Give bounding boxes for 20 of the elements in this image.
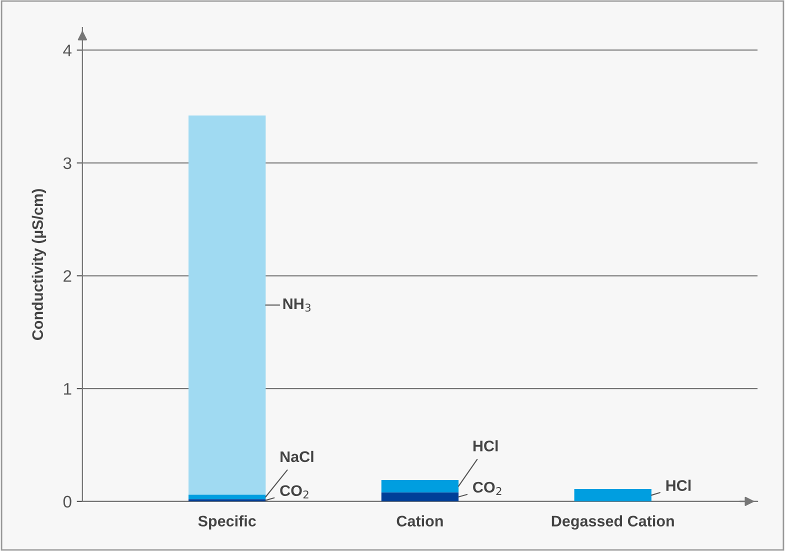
x-tick-label: Degassed Cation xyxy=(552,515,674,530)
x-tick-label: Cation xyxy=(396,515,443,527)
y-axis-title: Conductivity (µS/cm) xyxy=(32,189,46,340)
y-tick-label: 2 xyxy=(64,270,72,282)
text: NaCl xyxy=(280,450,314,462)
y-tick-label: 1 xyxy=(64,383,72,395)
text: HCl xyxy=(473,440,498,452)
text: CO$_{2}$ xyxy=(280,485,308,498)
bar xyxy=(381,480,459,492)
series-label: NH$_{3}$ xyxy=(283,298,310,312)
y-tick-label: 3 xyxy=(63,157,72,170)
y-tick-label: 0 xyxy=(63,496,72,508)
series-label: CO$_{2}$ xyxy=(473,482,502,495)
bar xyxy=(574,489,652,502)
series-label: HCl xyxy=(666,480,691,491)
bar xyxy=(188,494,266,500)
y-tick-label: 4 xyxy=(63,44,72,56)
bar xyxy=(188,116,266,495)
bar xyxy=(381,492,459,502)
x-tick-label: Specific xyxy=(198,515,256,530)
